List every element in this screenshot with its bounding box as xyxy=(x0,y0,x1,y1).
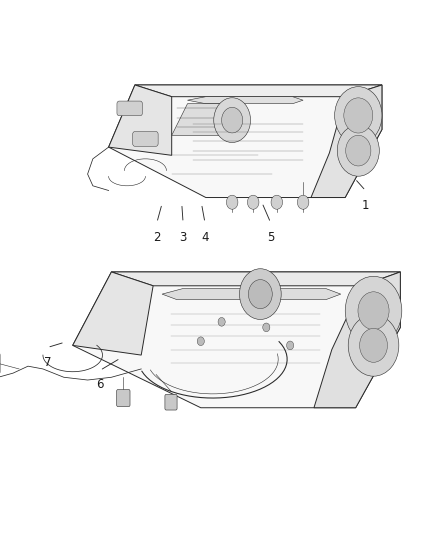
Polygon shape xyxy=(111,272,400,286)
Text: 6: 6 xyxy=(96,378,104,391)
Text: 4: 4 xyxy=(201,231,209,244)
Polygon shape xyxy=(314,272,400,408)
Circle shape xyxy=(348,314,399,376)
Text: 2: 2 xyxy=(153,231,161,244)
Circle shape xyxy=(226,195,238,209)
Circle shape xyxy=(247,195,259,209)
Text: 5: 5 xyxy=(267,231,274,244)
Circle shape xyxy=(240,269,281,319)
FancyBboxPatch shape xyxy=(117,390,130,407)
Text: 1: 1 xyxy=(362,199,370,212)
Circle shape xyxy=(346,135,371,166)
Polygon shape xyxy=(109,85,172,155)
Circle shape xyxy=(263,323,270,332)
Polygon shape xyxy=(187,96,303,104)
Circle shape xyxy=(358,292,389,330)
Circle shape xyxy=(248,280,272,309)
Circle shape xyxy=(337,125,379,176)
Circle shape xyxy=(344,98,373,133)
Polygon shape xyxy=(109,85,382,198)
FancyBboxPatch shape xyxy=(133,132,158,146)
Circle shape xyxy=(218,318,225,326)
Polygon shape xyxy=(162,288,341,300)
Polygon shape xyxy=(311,85,382,198)
Circle shape xyxy=(360,328,388,362)
Polygon shape xyxy=(73,272,400,408)
Circle shape xyxy=(222,107,243,133)
Circle shape xyxy=(214,98,251,142)
Circle shape xyxy=(335,87,382,144)
FancyBboxPatch shape xyxy=(117,101,142,116)
Text: 3: 3 xyxy=(180,231,187,244)
Circle shape xyxy=(297,195,309,209)
Circle shape xyxy=(197,337,205,345)
Polygon shape xyxy=(73,272,153,355)
Polygon shape xyxy=(172,104,240,135)
Circle shape xyxy=(286,341,294,350)
Circle shape xyxy=(271,195,283,209)
FancyBboxPatch shape xyxy=(165,394,177,410)
Text: 7: 7 xyxy=(43,356,51,368)
Circle shape xyxy=(345,276,402,345)
Polygon shape xyxy=(135,85,382,96)
